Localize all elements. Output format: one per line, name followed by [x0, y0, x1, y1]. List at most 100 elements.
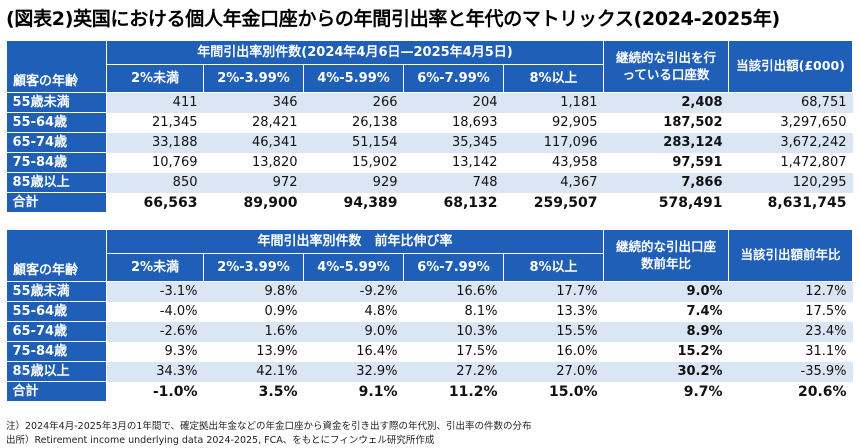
- cell: 10.3%: [403, 321, 504, 342]
- table-row: 55歳未満 411 346 266 204 1,181 2,408 68,751: [6, 92, 853, 113]
- cell: 15.5%: [503, 321, 604, 342]
- table-row: 85歳以上 850 972 929 748 4,367 7,866 120,29…: [6, 172, 853, 193]
- cell: 27.2%: [403, 361, 504, 382]
- cell: 9.7%: [603, 381, 729, 402]
- cell: 3,672,242: [728, 132, 853, 153]
- table-row: 65-74歳 33,188 46,341 51,154 35,345 117,0…: [6, 132, 853, 153]
- cell: 17.5%: [728, 301, 853, 322]
- cell: 9.8%: [203, 281, 304, 302]
- col-header-rate: 4%-5.99%: [303, 64, 404, 93]
- cell: 31.1%: [728, 341, 853, 362]
- cell: -9.2%: [303, 281, 404, 302]
- cell: 4,367: [503, 172, 604, 193]
- cell: 1,472,807: [728, 152, 853, 173]
- cell: 27.0%: [503, 361, 604, 382]
- cell: -3.1%: [106, 281, 204, 302]
- cell: 748: [403, 172, 504, 193]
- cell: 8,631,745: [728, 192, 853, 213]
- col-header-rate: 8%以上: [503, 64, 604, 93]
- cell: 8.9%: [603, 321, 729, 342]
- cell: 187,502: [603, 112, 729, 133]
- col-header-rate: 6%-7.99%: [403, 64, 504, 93]
- cell: 11.2%: [403, 381, 504, 402]
- cell: 1,181: [503, 92, 604, 113]
- cell: 17.5%: [403, 341, 504, 362]
- cell: 28,421: [203, 112, 304, 133]
- footnote: 注）2024年4月-2025年3月の1年間で、確定拠出年金などの年金口座から資金…: [6, 421, 532, 432]
- cell: -35.9%: [728, 361, 853, 382]
- cell: 26,138: [303, 112, 404, 133]
- cell: 411: [106, 92, 204, 113]
- cell: 51,154: [303, 132, 404, 153]
- cell: 89,900: [203, 192, 304, 213]
- table-row: 75-84歳 10,769 13,820 15,902 13,142 43,95…: [6, 152, 853, 173]
- cell: 13.9%: [203, 341, 304, 362]
- cell: 33,188: [106, 132, 204, 153]
- col-header-rate: 8%以上: [502, 253, 605, 282]
- source-note: 出所）Retirement income underlying data 202…: [6, 435, 435, 446]
- cell: 13,142: [403, 152, 504, 173]
- cell: 117,096: [503, 132, 604, 153]
- cell: 346: [203, 92, 304, 113]
- col-header-withdrawal-amount: 当該引出額(£000): [728, 40, 853, 93]
- row-label: 55歳未満: [6, 281, 107, 302]
- row-label: 65-74歳: [6, 132, 107, 153]
- row-label: 合計: [6, 192, 107, 213]
- row-label: 55歳未満: [6, 92, 107, 113]
- cell: 4.8%: [303, 301, 404, 322]
- col-header-continuing-accounts: 継続的な引出を行っている口座数: [603, 40, 729, 93]
- cell: 15.2%: [603, 341, 729, 362]
- cell: 3.5%: [203, 381, 304, 402]
- cell: 16.4%: [303, 341, 404, 362]
- cell: 18,693: [403, 112, 504, 133]
- total-row: 合計 66,563 89,900 94,389 68,132 259,507 5…: [6, 192, 853, 213]
- cell: 42.1%: [203, 361, 304, 382]
- cell: 46,341: [203, 132, 304, 153]
- cell: 850: [106, 172, 204, 193]
- cell: 0.9%: [203, 301, 304, 322]
- cell: -1.0%: [106, 381, 204, 402]
- group-header: 年間引出率別件数 前年比伸び率: [105, 229, 605, 254]
- col-header-rate: 2%-3.99%: [203, 64, 304, 93]
- cell: 16.6%: [403, 281, 504, 302]
- cell: 13,820: [203, 152, 304, 173]
- yoy-growth-table: 顧客の年齢 年間引出率別件数 前年比伸び率 継続的な引出口座数前年比 当該引出額…: [6, 229, 854, 402]
- col-header-rate: 2%未満: [106, 253, 204, 282]
- row-label: 75-84歳: [6, 341, 107, 362]
- cell: 1.6%: [203, 321, 304, 342]
- cell: 9.1%: [303, 381, 404, 402]
- cell: 929: [303, 172, 404, 193]
- cell: 259,507: [503, 192, 604, 213]
- col-header-withdrawal-amount-yoy: 当該引出額前年比: [728, 229, 854, 282]
- cell: 15.0%: [503, 381, 604, 402]
- table-row: 75-84歳 9.3% 13.9% 16.4% 17.5% 16.0% 15.2…: [6, 341, 853, 362]
- cell: 10,769: [106, 152, 204, 173]
- group-header: 年間引出率別件数(2024年4月6日—2025年4月5日): [106, 40, 604, 65]
- cell: 35,345: [403, 132, 504, 153]
- cell: 32.9%: [303, 361, 404, 382]
- cell: 120,295: [728, 172, 853, 193]
- row-label: 55-64歳: [6, 112, 107, 133]
- col-header-continuing-accounts-yoy: 継続的な引出口座数前年比: [603, 229, 730, 282]
- cell: -2.6%: [106, 321, 204, 342]
- row-label: 85歳以上: [6, 361, 107, 382]
- cell: 9.3%: [106, 341, 204, 362]
- cell: -4.0%: [106, 301, 204, 322]
- cell: 17.7%: [503, 281, 604, 302]
- cell: 266: [303, 92, 404, 113]
- cell: 92,905: [503, 112, 604, 133]
- table-row: 55-64歳 -4.0% 0.9% 4.8% 8.1% 13.3% 7.4% 1…: [6, 301, 853, 322]
- cell: 578,491: [603, 192, 729, 213]
- table-row: 55歳未満 -3.1% 9.8% -9.2% 16.6% 17.7% 9.0% …: [6, 281, 853, 302]
- cell: 68,751: [728, 92, 853, 113]
- cell: 94,389: [303, 192, 404, 213]
- row-header-age: 顧客の年齢: [6, 40, 107, 93]
- cell: 283,124: [603, 132, 729, 153]
- cell: 7.4%: [603, 301, 729, 322]
- cell: 16.0%: [503, 341, 604, 362]
- cell: 23.4%: [728, 321, 853, 342]
- table-row: 85歳以上 34.3% 42.1% 32.9% 27.2% 27.0% 30.2…: [6, 361, 853, 382]
- cell: 20.6%: [728, 381, 853, 402]
- cell: 12.7%: [728, 281, 853, 302]
- page-title: (図表2)英国における個人年金口座からの年間引出率と年代のマトリックス(2024…: [6, 8, 780, 30]
